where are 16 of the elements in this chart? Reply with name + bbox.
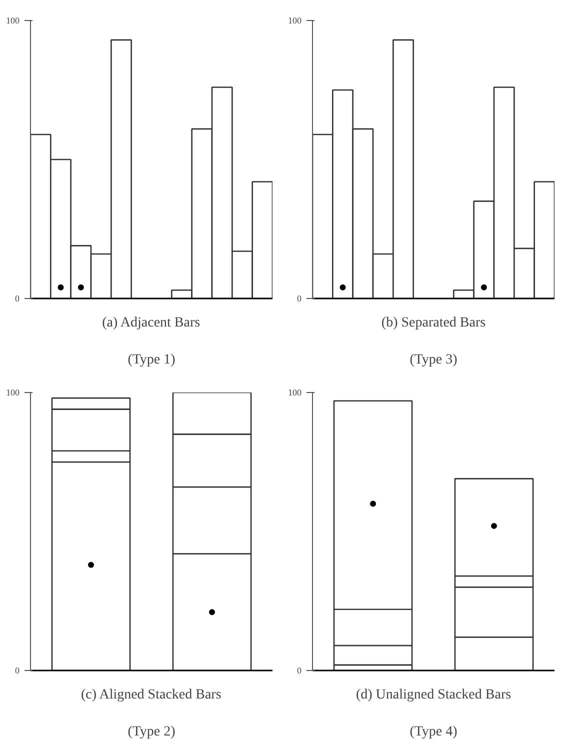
text: (b) Separated Bars (381, 316, 486, 330)
text: (a) Adjacent Bars (102, 316, 200, 330)
y-tick-label: 100 (288, 388, 302, 398)
text: (d) Unaligned Stacked Bars (356, 688, 512, 702)
y-tick-label: 100 (288, 16, 302, 26)
text: (Type 3) (410, 352, 458, 368)
text: (Type 2) (128, 724, 176, 740)
y-tick-label: 0 (297, 666, 302, 676)
text: (c) Aligned Stacked Bars (80, 688, 222, 702)
y-tick-label: 0 (297, 294, 302, 304)
text: (Type 4) (410, 724, 458, 740)
y-tick-label: 100 (6, 16, 20, 26)
text: (Type 1) (128, 352, 176, 368)
y-tick-label: 100 (6, 388, 20, 398)
y-tick-label: 0 (15, 294, 20, 304)
y-tick-label: 0 (15, 666, 20, 676)
